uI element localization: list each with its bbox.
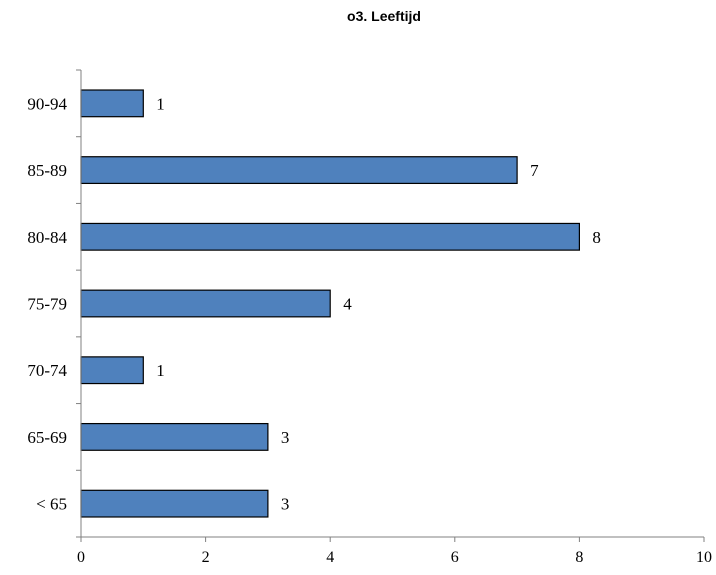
category-label: 80-84 [27,228,67,247]
bar-85-89 [80,156,518,185]
bar-70-74 [80,356,144,385]
x-tick-label: 6 [451,549,459,566]
data-label: 3 [281,495,290,514]
data-label: 4 [343,295,352,314]
category-label: 75-79 [27,295,67,314]
bar-90-94 [80,89,144,118]
data-label: 7 [530,161,539,180]
x-tick-label: 2 [202,549,210,566]
category-label: 65-69 [27,428,67,447]
x-tick-label: 10 [696,549,712,566]
bar-65-69 [80,422,269,451]
axes-group: < 65 65-69 70-74 75-79 80-84 85-89 90-94 0 2 4 6 8 1… [27,69,712,566]
category-label: < 65 [36,495,67,514]
bar-80-84 [80,222,580,251]
data-label: 3 [281,428,290,447]
x-tick-label: 0 [77,549,85,566]
bar-75-79 [80,289,331,318]
bars-group: 3 3 1 4 8 7 1 [80,89,601,518]
category-label: 85-89 [27,161,67,180]
data-label: 8 [592,228,601,247]
category-label: 90-94 [27,94,67,113]
chart-title: o3. Leeftijd [347,8,421,24]
bar--65 [80,489,269,518]
x-tick-label: 8 [575,549,583,566]
category-label: 70-74 [27,361,67,380]
data-label: 1 [156,94,165,113]
x-tick-label: 4 [326,549,334,566]
data-label: 1 [156,361,165,380]
